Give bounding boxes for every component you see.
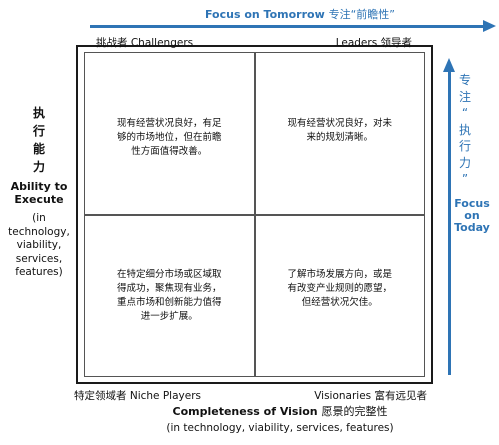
left-axis-label-cn: 执 行 能 力 — [32, 104, 46, 176]
right-axis-label-cn: 专 注 “ 执 行 力 ” — [455, 72, 475, 188]
bottom-axis-sublabel: (in technology, viability, services, fea… — [166, 422, 394, 434]
bottom-axis-label: Completeness of Vision 愿景的完整性 — [120, 403, 440, 419]
quadrant-niche-players: 在特定细分市场或区域取 得成功，聚焦现有业务， 重点市场和创新能力值得 进一步扩… — [84, 214, 255, 377]
right-axis-en-line: Today — [454, 221, 490, 234]
right-axis-en-line: Focus — [454, 197, 490, 210]
right-axis-char: “ — [461, 106, 469, 120]
corner-label-challengers: 挑战者 Challengers — [96, 37, 194, 49]
quadrant-text-line: 有改变产业规则的愿望， — [287, 282, 392, 294]
top-axis-arrow-head-icon — [483, 20, 496, 32]
left-axis-en-line: Execute — [14, 193, 64, 206]
right-axis-char: 力 — [458, 155, 471, 170]
left-axis-char: 能 — [32, 142, 45, 156]
left-axis-char: 力 — [32, 160, 45, 174]
quadrant-niche-players-text: 在特定细分市场或区域取 得成功，聚焦现有业务， 重点市场和创新能力值得 进一步扩… — [85, 268, 254, 324]
quadrant-grid: 现有经营状况良好，有足 够的市场地位，但在前瞻 性方面值得改善。 现有经营状况良… — [84, 52, 425, 377]
quadrant-text-line: 但经营状况欠佳。 — [301, 296, 378, 308]
right-axis-arrow-line — [448, 72, 451, 375]
bottom-axis-label-cn: 愿景的完整性 — [321, 405, 388, 418]
left-axis-char: 行 — [32, 124, 45, 138]
quadrant-text-line: 现有经营状况良好，对未 — [287, 118, 392, 129]
quadrant-text-line: 进一步扩展。 — [140, 310, 198, 322]
right-axis-char: 专 — [458, 73, 471, 87]
quadrant-text-line: 现有经营状况良好，有足 — [116, 118, 222, 129]
top-axis-label-cn: 专注“前瞻性” — [328, 8, 395, 21]
quadrant-challengers: 现有经营状况良好，有足 够的市场地位，但在前瞻 性方面值得改善。 — [84, 52, 255, 215]
right-axis-arrow-head-icon — [443, 58, 455, 72]
quadrant-text-line: 在特定细分市场或区域取 — [116, 268, 222, 280]
left-axis-sub-line: (in technology, — [8, 212, 70, 238]
right-axis-label-en: Focus on Today — [448, 198, 496, 234]
top-axis-label: Focus on Tomorrow 专注“前瞻性” — [150, 6, 450, 22]
left-axis-sublabel: (in technology, viability, services, fea… — [0, 212, 78, 280]
quadrant-leaders-text: 现有经营状况良好，对未 来的规划清晰。 — [256, 117, 425, 145]
quadrant-text-line: 得成功，聚焦现有业务， — [116, 282, 222, 294]
left-axis-en-line: Ability to — [10, 180, 68, 193]
right-axis-en-line: on — [464, 209, 480, 222]
right-axis-char: 执 — [458, 122, 471, 137]
quadrant-text-line: 够的市场地位，但在前瞻 — [116, 132, 222, 143]
left-axis-sub-line: features) — [15, 266, 63, 278]
corner-label-leaders: Leaders 领导者 — [335, 37, 412, 49]
top-axis-label-en: Focus on Tomorrow — [204, 8, 325, 21]
quadrant-challengers-text: 现有经营状况良好，有足 够的市场地位，但在前瞻 性方面值得改善。 — [85, 117, 254, 159]
quadrant-leaders: 现有经营状况良好，对未 来的规划清晰。 — [254, 52, 425, 215]
top-axis-arrow-line — [90, 25, 483, 28]
right-axis-char: ” — [461, 172, 469, 186]
quadrant-outer-frame — [76, 45, 433, 384]
left-axis-sub-line: services, — [15, 252, 63, 265]
quadrant-text-line: 性方面值得改善。 — [131, 146, 208, 157]
quadrant-visionaries-text: 了解市场发展方向，或是 有改变产业规则的愿望， 但经营状况欠佳。 — [256, 268, 425, 310]
quadrant-text-line: 了解市场发展方向，或是 — [287, 268, 392, 280]
bottom-axis-label-en: Completeness of Vision — [172, 405, 318, 418]
corner-label-visionaries: Visionaries 富有远见者 — [314, 390, 427, 402]
left-axis-label-en: Ability to Execute — [0, 180, 78, 206]
quadrant-text-line: 来的规划清晰。 — [306, 132, 373, 143]
left-axis-char: 执 — [32, 106, 45, 120]
quadrant-visionaries: 了解市场发展方向，或是 有改变产业规则的愿望， 但经营状况欠佳。 — [254, 214, 425, 377]
corner-label-niche-players: 特定领域者 Niche Players — [74, 390, 201, 402]
right-axis-char: 行 — [458, 139, 471, 153]
right-axis-char: 注 — [458, 89, 471, 104]
quadrant-text-line: 重点市场和创新能力值得 — [116, 296, 222, 308]
left-axis-sub-line: viability, — [16, 239, 62, 251]
